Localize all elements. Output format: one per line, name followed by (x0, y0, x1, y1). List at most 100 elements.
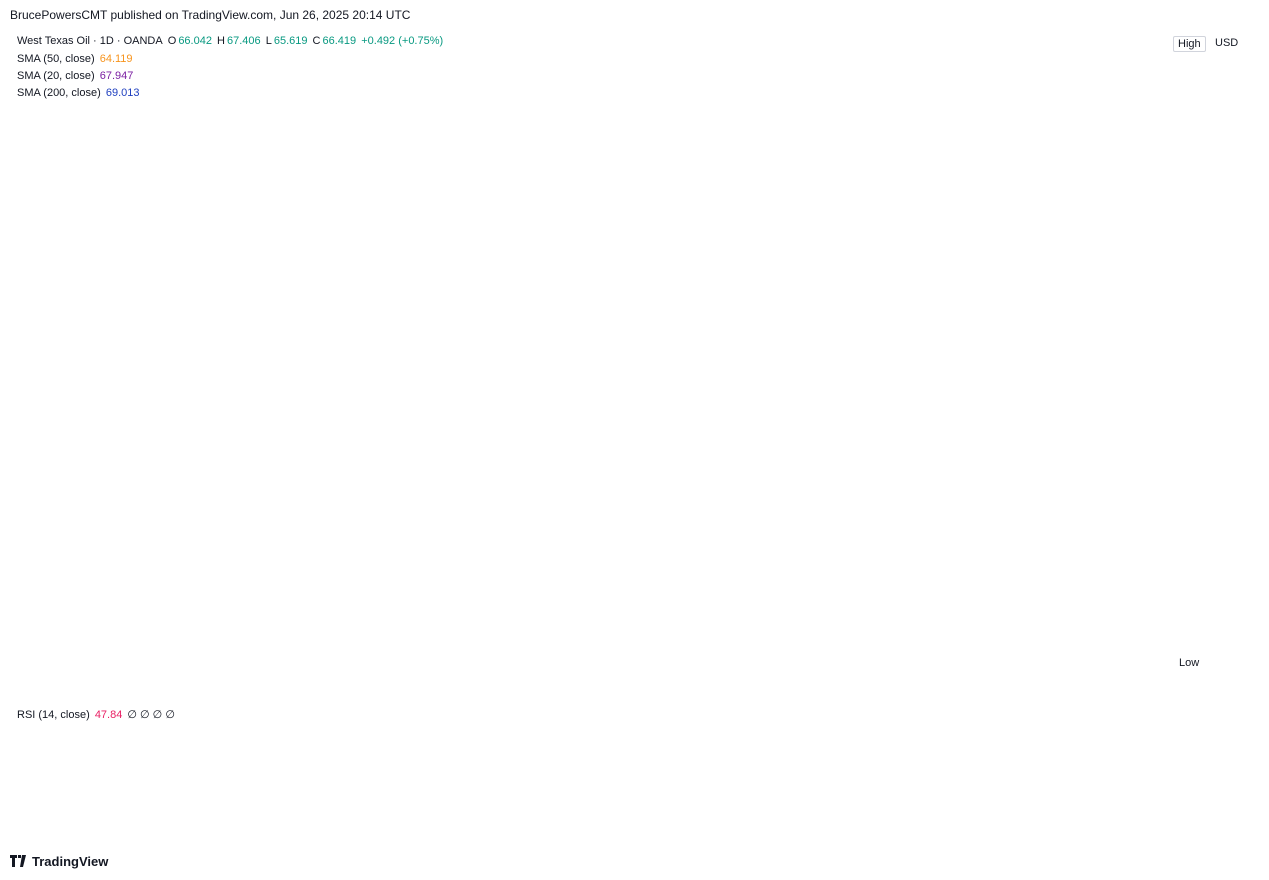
candle (669, 457, 673, 510)
symbol-legend[interactable]: West Texas Oil · 1D · OANDA O 66.042 H 67.… (17, 35, 445, 47)
candle-body (674, 440, 679, 467)
candle-body (173, 263, 178, 283)
fib-label: 0.786 (75.294) (1123, 181, 1195, 193)
candle-body (583, 450, 587, 467)
candle (803, 372, 808, 415)
low-label: Low (1179, 657, 1200, 669)
rsi-value: 47.84 (94, 709, 123, 721)
candle-body (523, 256, 528, 276)
candle-body (222, 332, 226, 349)
candle (593, 433, 598, 474)
rsi-legend[interactable]: RSI (14, close) 47.84 ∅ ∅ ∅ ∅ (17, 708, 177, 721)
candle (17, 259, 22, 307)
candle-body (475, 348, 479, 371)
sma20-label: SMA (20, close) (17, 70, 95, 82)
candle-body (604, 490, 609, 524)
candle (146, 311, 151, 352)
candle (561, 478, 566, 538)
sma20-legend[interactable]: SMA (20, close) 67.947 (17, 70, 135, 82)
price-tick-label: 54.500 (1216, 672, 1250, 684)
candle-body (82, 202, 86, 262)
candle (733, 417, 738, 460)
candle-body (66, 127, 70, 191)
candle-body (755, 351, 759, 375)
candle (87, 242, 92, 283)
candle (437, 275, 442, 321)
candle-body (55, 221, 59, 314)
candle-body (141, 304, 146, 342)
candle-body (766, 228, 770, 264)
low-label: L (265, 35, 272, 47)
candle (712, 469, 716, 512)
fib-label: 1.618 (74.549) (934, 199, 1006, 211)
candle (572, 464, 576, 524)
price-badge-bg (1208, 326, 1254, 343)
candle-body (760, 263, 765, 352)
candle (502, 296, 506, 340)
candle-body (550, 544, 555, 585)
candle (432, 261, 436, 305)
candle (119, 273, 124, 326)
currency-button[interactable]: USD (1211, 36, 1243, 50)
candle (22, 230, 27, 286)
candle-body (421, 240, 426, 255)
candle (507, 270, 512, 319)
candle (340, 63, 345, 116)
candle-body (539, 384, 544, 503)
price-badge-text: 69.013 (1214, 329, 1248, 341)
trend-line (9, 522, 761, 699)
candle-body (723, 464, 727, 479)
sma20-value: 67.947 (99, 70, 134, 82)
candle-body (469, 348, 474, 368)
high-button[interactable]: High (1173, 36, 1206, 52)
sma50-legend[interactable]: SMA (50, close) 64.119 (17, 53, 135, 65)
candle (679, 433, 684, 491)
candle-body (749, 374, 754, 434)
candle-body (496, 329, 501, 347)
candle (626, 554, 630, 618)
candle (798, 337, 803, 444)
candle-body (572, 476, 576, 517)
candle-body (642, 478, 646, 510)
candle (206, 296, 210, 356)
publisher-header: BrucePowersCMT published on TradingView.… (10, 8, 411, 22)
candle (399, 233, 404, 288)
candle (292, 287, 296, 330)
candle-body (679, 440, 684, 477)
candle-body (130, 273, 135, 293)
candle (351, 98, 356, 142)
candle-body (44, 351, 49, 361)
candle-body (410, 259, 415, 288)
candle (475, 337, 479, 382)
sma50-line (13, 206, 860, 508)
candle-body (179, 263, 183, 279)
candle (162, 287, 167, 359)
candle (152, 315, 156, 378)
candle (717, 452, 722, 493)
sma200-legend[interactable]: SMA (200, close) 69.013 (17, 87, 141, 99)
candle (302, 266, 307, 307)
price-badge-text: 66.419 (1214, 391, 1248, 403)
candle-body (157, 346, 162, 368)
sma100-line (13, 131, 860, 402)
candle (599, 452, 603, 503)
tradingview-logo[interactable]: TradingView (10, 854, 108, 869)
candle-body (211, 306, 216, 316)
rising-channel-fill-upper (682, 28, 1058, 645)
sma200-value: 69.013 (105, 87, 140, 99)
candle-body (12, 261, 16, 288)
candle-body (507, 282, 512, 309)
candle (539, 377, 544, 512)
candle-body (491, 346, 496, 375)
trend-line (594, 397, 656, 476)
candle-body (216, 315, 221, 333)
candle (755, 337, 759, 385)
candle-body (227, 318, 232, 349)
candle (136, 261, 140, 316)
candle-body (577, 450, 582, 477)
candle-body (319, 219, 323, 250)
trend-line (9, 37, 1206, 314)
candle (367, 169, 372, 222)
annotation-arrows (511, 372, 663, 425)
